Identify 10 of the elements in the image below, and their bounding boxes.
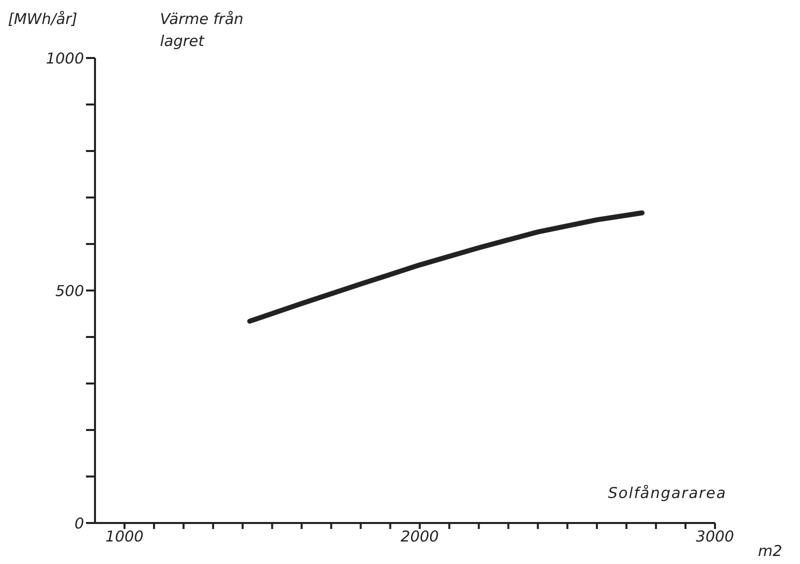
chart-title: Värme från lagret bbox=[160, 9, 244, 52]
x-axis-title: Solfångararea bbox=[608, 483, 727, 504]
text: m2 bbox=[758, 541, 782, 562]
y-axis-title: [MWh/år] bbox=[8, 9, 78, 30]
y-tick-label: 0 bbox=[74, 514, 84, 532]
x-tick-label: 1000 bbox=[105, 528, 144, 546]
y-tick-label: 1000 bbox=[46, 49, 84, 68]
x-tick-label: 2000 bbox=[400, 528, 439, 546]
y-tick-label: 500 bbox=[55, 282, 84, 300]
x-tick-label: 3000 bbox=[696, 528, 734, 546]
